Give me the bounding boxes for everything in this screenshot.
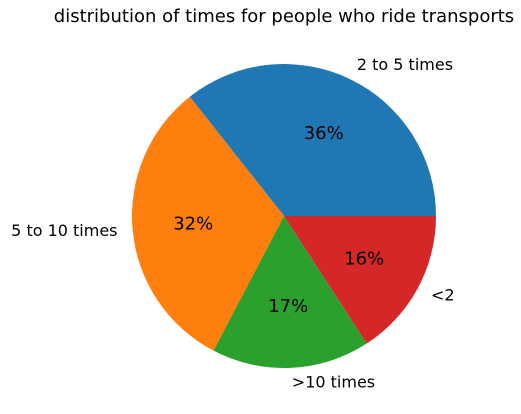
pie-slices bbox=[132, 63, 437, 368]
pie-category-label-5-to-10-times: 5 to 10 times bbox=[11, 221, 117, 240]
pie-slice-2 bbox=[284, 216, 436, 344]
pie-category-label-2: <2 bbox=[431, 285, 455, 304]
pie-pct-label-2-to-5-times: 36% bbox=[304, 123, 344, 144]
pie-category-label-2-to-5-times: 2 to 5 times bbox=[357, 55, 453, 74]
pie-labels: 36% 2 to 5 times 32% 5 to 10 times 17% >10 ti… bbox=[11, 55, 454, 391]
pie-pct-label-5-to-10-times: 32% bbox=[173, 213, 213, 234]
pie-slice-5-to-10-times bbox=[132, 96, 284, 351]
pie-category-label-10-times: >10 times bbox=[292, 373, 375, 392]
pie-slice-10-times bbox=[213, 216, 367, 368]
chart-title: distribution of times for people who rid… bbox=[54, 6, 514, 27]
pie-pct-label-2: 16% bbox=[344, 249, 384, 270]
pie-slice-2-to-5-times bbox=[189, 63, 437, 217]
pie-pct-label-10-times: 17% bbox=[268, 296, 308, 317]
